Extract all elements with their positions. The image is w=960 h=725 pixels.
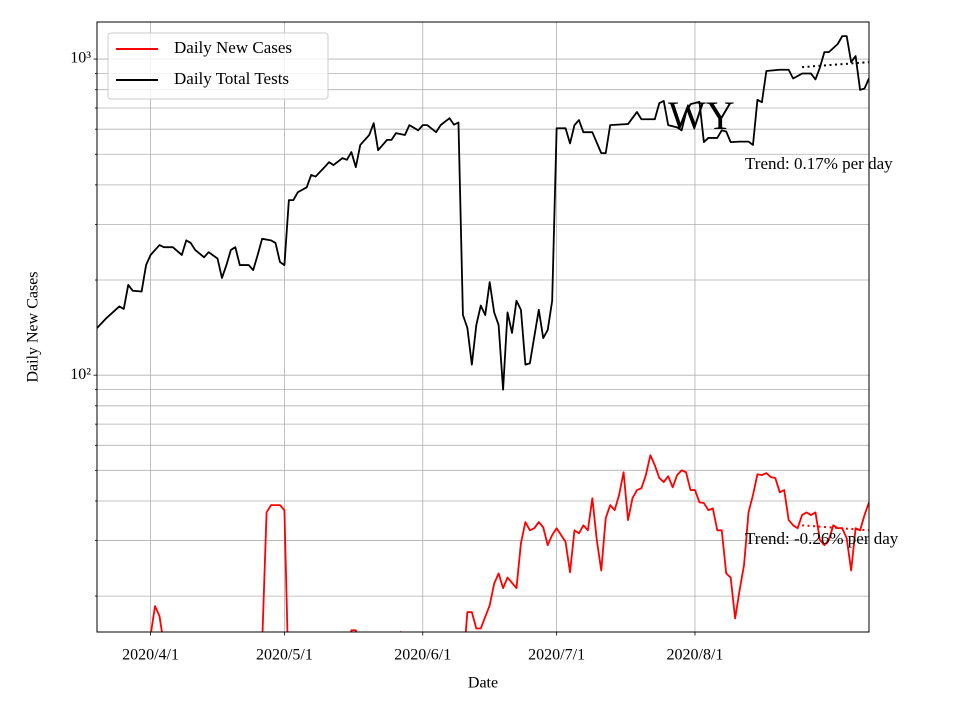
y-axis-label: Daily New Cases	[25, 271, 42, 382]
legend-box	[107, 32, 329, 100]
y-tick-label: 10²	[70, 366, 91, 383]
x-tick-label: 2020/5/1	[256, 647, 313, 664]
y-tick-label: 10³	[70, 50, 91, 67]
legend-label: Daily Total Tests	[174, 69, 289, 88]
grid	[93, 22, 869, 636]
x-tick-label: 2020/4/1	[122, 647, 179, 664]
x-axis-label: Date	[468, 675, 498, 692]
annotation: Trend: 0.17% per day	[745, 154, 893, 173]
x-tick-label: 2020/7/1	[528, 647, 585, 664]
plot-lines	[97, 35, 869, 632]
annotation: Trend: -0.26% per day	[745, 529, 899, 548]
trend-line	[801, 61, 869, 69]
x-tick-label: 2020/6/1	[394, 647, 451, 664]
legend-label: Daily New Cases	[174, 38, 292, 57]
data-line	[97, 35, 869, 391]
annotation: WY	[668, 93, 735, 138]
data-line	[150, 454, 869, 632]
plot-frame	[96, 21, 870, 633]
legend: Daily New Cases Daily Total Tests	[107, 32, 329, 100]
x-tick-label: 2020/8/1	[667, 647, 724, 664]
annotations: WY Trend: 0.17% per day Trend: -0.26% per …	[668, 93, 899, 548]
